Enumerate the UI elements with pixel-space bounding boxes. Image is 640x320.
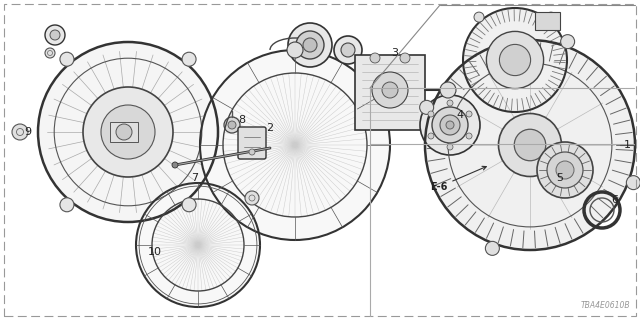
Circle shape	[136, 183, 260, 307]
Text: 2: 2	[266, 123, 273, 133]
Circle shape	[83, 87, 173, 177]
Circle shape	[60, 52, 74, 66]
FancyBboxPatch shape	[238, 127, 266, 159]
Circle shape	[499, 44, 531, 76]
Circle shape	[440, 115, 460, 135]
Circle shape	[245, 191, 259, 205]
Circle shape	[446, 121, 454, 129]
Circle shape	[537, 142, 593, 198]
Bar	[535, 12, 560, 30]
Circle shape	[447, 100, 453, 106]
Circle shape	[200, 50, 390, 240]
Circle shape	[334, 36, 362, 64]
Circle shape	[515, 129, 546, 161]
Circle shape	[466, 133, 472, 139]
Circle shape	[432, 107, 468, 143]
Circle shape	[428, 133, 434, 139]
Circle shape	[370, 53, 380, 63]
Circle shape	[45, 25, 65, 45]
Circle shape	[547, 152, 583, 188]
Circle shape	[116, 124, 132, 140]
Text: 4: 4	[456, 110, 463, 120]
Circle shape	[101, 105, 155, 159]
Circle shape	[425, 40, 635, 250]
Circle shape	[382, 82, 398, 98]
Text: 3: 3	[392, 48, 399, 58]
Text: 10: 10	[148, 247, 162, 257]
Circle shape	[182, 198, 196, 212]
Circle shape	[428, 111, 434, 117]
Bar	[355, 55, 425, 130]
Text: E-6: E-6	[430, 166, 486, 192]
Circle shape	[556, 161, 574, 179]
Text: TBA4E0610B: TBA4E0610B	[580, 301, 630, 310]
Circle shape	[224, 117, 240, 133]
Circle shape	[466, 111, 472, 117]
Circle shape	[474, 12, 484, 22]
Bar	[110, 122, 138, 142]
Circle shape	[372, 72, 408, 108]
Text: 1: 1	[623, 140, 630, 150]
Circle shape	[420, 95, 480, 155]
Circle shape	[45, 48, 55, 58]
Circle shape	[287, 42, 303, 58]
Circle shape	[228, 121, 236, 129]
Text: 9: 9	[24, 127, 31, 137]
Text: 7: 7	[191, 173, 198, 183]
Circle shape	[440, 82, 456, 98]
Circle shape	[172, 162, 178, 168]
Circle shape	[60, 198, 74, 212]
Circle shape	[546, 12, 556, 22]
Circle shape	[341, 43, 355, 57]
Text: 5: 5	[557, 173, 563, 183]
Circle shape	[486, 31, 543, 89]
Circle shape	[38, 42, 218, 222]
Text: 6: 6	[611, 195, 618, 205]
Circle shape	[485, 241, 499, 255]
Text: 8: 8	[239, 115, 246, 125]
Circle shape	[420, 100, 434, 114]
Circle shape	[463, 8, 567, 112]
Circle shape	[447, 144, 453, 150]
Circle shape	[627, 176, 640, 190]
Circle shape	[50, 30, 60, 40]
Circle shape	[499, 114, 561, 177]
Circle shape	[303, 38, 317, 52]
Circle shape	[288, 23, 332, 67]
Circle shape	[249, 149, 255, 155]
Circle shape	[182, 52, 196, 66]
Circle shape	[400, 53, 410, 63]
Circle shape	[561, 35, 575, 49]
Circle shape	[12, 124, 28, 140]
Circle shape	[296, 31, 324, 59]
